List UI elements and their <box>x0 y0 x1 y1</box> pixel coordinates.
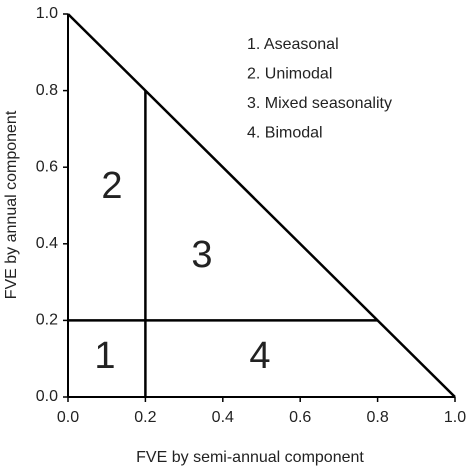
boundary-line <box>67 13 456 398</box>
legend-entry: 1. Aseasonal <box>247 36 339 53</box>
legend-entry: 2. Unimodal <box>247 66 332 83</box>
y-tick-label: 0.6 <box>36 158 58 175</box>
region-label: 1 <box>94 335 115 377</box>
x-tick-label: 0.0 <box>57 409 79 426</box>
region-label: 4 <box>249 335 270 377</box>
x-tick-label: 0.8 <box>366 409 388 426</box>
region-label: 3 <box>191 234 212 276</box>
y-tick-label: 0.2 <box>36 312 58 329</box>
y-tick-label: 0.4 <box>36 235 58 252</box>
x-tick-label: 0.6 <box>289 409 311 426</box>
x-tick-label: 1.0 <box>444 409 466 426</box>
legend-entry: 3. Mixed seasonality <box>247 95 392 112</box>
x-tick-label: 0.4 <box>212 409 234 426</box>
x-axis-title: FVE by semi-annual component <box>136 449 364 466</box>
y-tick-label: 0.0 <box>36 388 58 405</box>
y-axis-title: FVE by annual component <box>3 110 20 299</box>
y-tick-label: 0.8 <box>36 82 58 99</box>
y-tick-label: 1.0 <box>36 5 58 22</box>
region-label: 2 <box>101 165 122 207</box>
legend-entry: 4. Bimodal <box>247 125 323 142</box>
x-tick-label: 0.2 <box>134 409 156 426</box>
